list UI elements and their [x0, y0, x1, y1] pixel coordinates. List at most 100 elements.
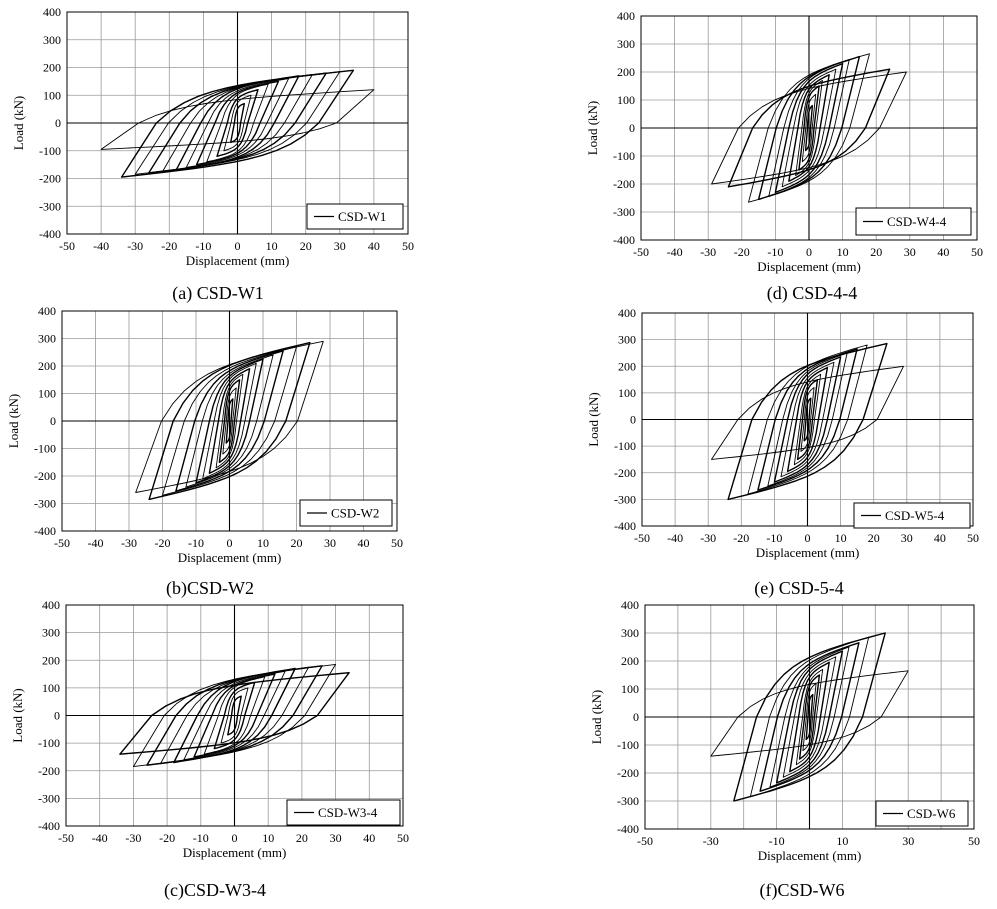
- x-tick-label: 0: [227, 536, 233, 550]
- hysteresis-loop: [798, 85, 820, 171]
- x-tick-label: -30: [127, 239, 143, 253]
- x-tick-label: 30: [901, 531, 913, 545]
- x-axis-label: Displacement (mm): [758, 848, 862, 863]
- hysteresis-loop: [162, 346, 297, 496]
- hysteresis-loop: [711, 71, 907, 185]
- hysteresis-loop: [749, 636, 870, 798]
- x-tick-label: -20: [155, 536, 171, 550]
- hysteresis-loop: [786, 366, 829, 473]
- hysteresis-loop: [223, 94, 252, 152]
- x-tick-label: 0: [806, 245, 812, 259]
- y-tick-label: 300: [617, 37, 635, 51]
- y-tick-label: 100: [43, 88, 61, 102]
- y-tick-label: 100: [621, 682, 639, 696]
- y-tick-label: 400: [43, 5, 61, 19]
- hysteresis-loop: [185, 354, 274, 488]
- y-tick-label: -300: [614, 492, 636, 506]
- x-tick-label: 10: [837, 245, 849, 259]
- hysteresis-loop: [220, 687, 249, 744]
- y-tick-label: 300: [42, 626, 60, 640]
- hysteresis-loop: [773, 356, 842, 483]
- hysteresis-loop: [803, 397, 812, 442]
- legend: CSD-W4-4: [855, 207, 972, 236]
- x-tick-label: -10: [769, 834, 785, 848]
- y-axis-label: Load (kN): [6, 394, 21, 449]
- x-tick-label: 10: [835, 531, 847, 545]
- x-tick-label: 20: [868, 531, 880, 545]
- x-tick-label: 30: [324, 536, 336, 550]
- y-tick-label: 200: [38, 359, 56, 373]
- y-tick-label: 400: [42, 598, 60, 612]
- hysteresis-loop: [173, 667, 296, 764]
- hysteresis-loop: [203, 676, 266, 755]
- x-tick-label: 40: [358, 536, 370, 550]
- x-tick-label: 10: [266, 239, 278, 253]
- y-tick-label: -300: [613, 205, 635, 219]
- hysteresis-loop: [134, 71, 341, 175]
- x-tick-label: 20: [296, 831, 308, 845]
- plot-frame: [61, 310, 398, 532]
- x-tick-label: -20: [159, 831, 175, 845]
- hysteresis-loop: [727, 342, 888, 501]
- y-tick-label: 300: [621, 626, 639, 640]
- x-tick-label: -50: [637, 834, 653, 848]
- x-tick-label: -10: [766, 531, 782, 545]
- legend: CSD-W3-4: [286, 799, 401, 826]
- x-tick-label: -50: [59, 239, 75, 253]
- plot-frame: [640, 15, 978, 241]
- x-tick-label: -30: [700, 245, 716, 259]
- hysteresis-loop: [162, 73, 313, 173]
- x-axis-label: Displacement (mm): [186, 253, 290, 268]
- y-tick-label: 0: [633, 710, 639, 724]
- x-tick-label: 30: [330, 831, 342, 845]
- hysteresis-loop: [230, 102, 245, 144]
- series-CSD-W6: [710, 632, 909, 802]
- caption-f: (f)CSD-W6: [759, 880, 845, 900]
- x-tick-label: -30: [125, 831, 141, 845]
- hysteresis-loop: [767, 352, 848, 487]
- x-axis-label: Displacement (mm): [756, 545, 860, 560]
- series-CSD-W1: [100, 69, 375, 178]
- y-tick-label: -300: [617, 794, 639, 808]
- plot-frame: [65, 604, 404, 827]
- hysteresis-loop: [120, 69, 355, 178]
- hysteresis-loop: [148, 72, 327, 174]
- y-tick-label: 200: [42, 653, 60, 667]
- y-tick-label: -400: [613, 233, 635, 247]
- grid: [66, 11, 409, 235]
- hysteresis-loop: [748, 53, 870, 203]
- x-tick-label: -10: [195, 239, 211, 253]
- caption-a: (a) CSD-W1: [172, 283, 264, 303]
- plot-frame: [641, 312, 974, 527]
- hysteresis-loop: [768, 58, 850, 198]
- x-tick-label: 30: [334, 239, 346, 253]
- y-tick-label: -200: [34, 469, 56, 483]
- hysteresis-loop: [132, 663, 337, 768]
- hysteresis-loop: [775, 650, 844, 784]
- y-tick-label: 200: [617, 65, 635, 79]
- caption-d: (d) CSD-4-4: [766, 283, 858, 303]
- caption-c: (c)CSD-W3-4: [164, 880, 266, 900]
- legend-box: [855, 207, 972, 236]
- hysteresis-loop: [769, 646, 850, 788]
- y-tick-label: -200: [614, 466, 636, 480]
- x-tick-label: -40: [92, 831, 108, 845]
- hysteresis-loop: [206, 83, 269, 163]
- hysteresis-loop: [782, 656, 837, 778]
- y-tick-label: -200: [617, 766, 639, 780]
- hysteresis-loop: [727, 68, 891, 188]
- grid: [644, 604, 975, 830]
- x-tick-label: -10: [767, 245, 783, 259]
- hysteresis-loop: [213, 681, 256, 750]
- y-tick-label: -200: [39, 172, 61, 186]
- x-tick-label: 50: [971, 245, 983, 259]
- y-axis-label: Load (kN): [11, 96, 26, 151]
- caption-e: (e) CSD-5-4: [754, 578, 844, 598]
- legend-label: CSD-W4-4: [887, 214, 947, 229]
- hysteresis-loop: [733, 632, 886, 802]
- grid: [640, 15, 978, 241]
- hysteresis-loop: [208, 368, 251, 474]
